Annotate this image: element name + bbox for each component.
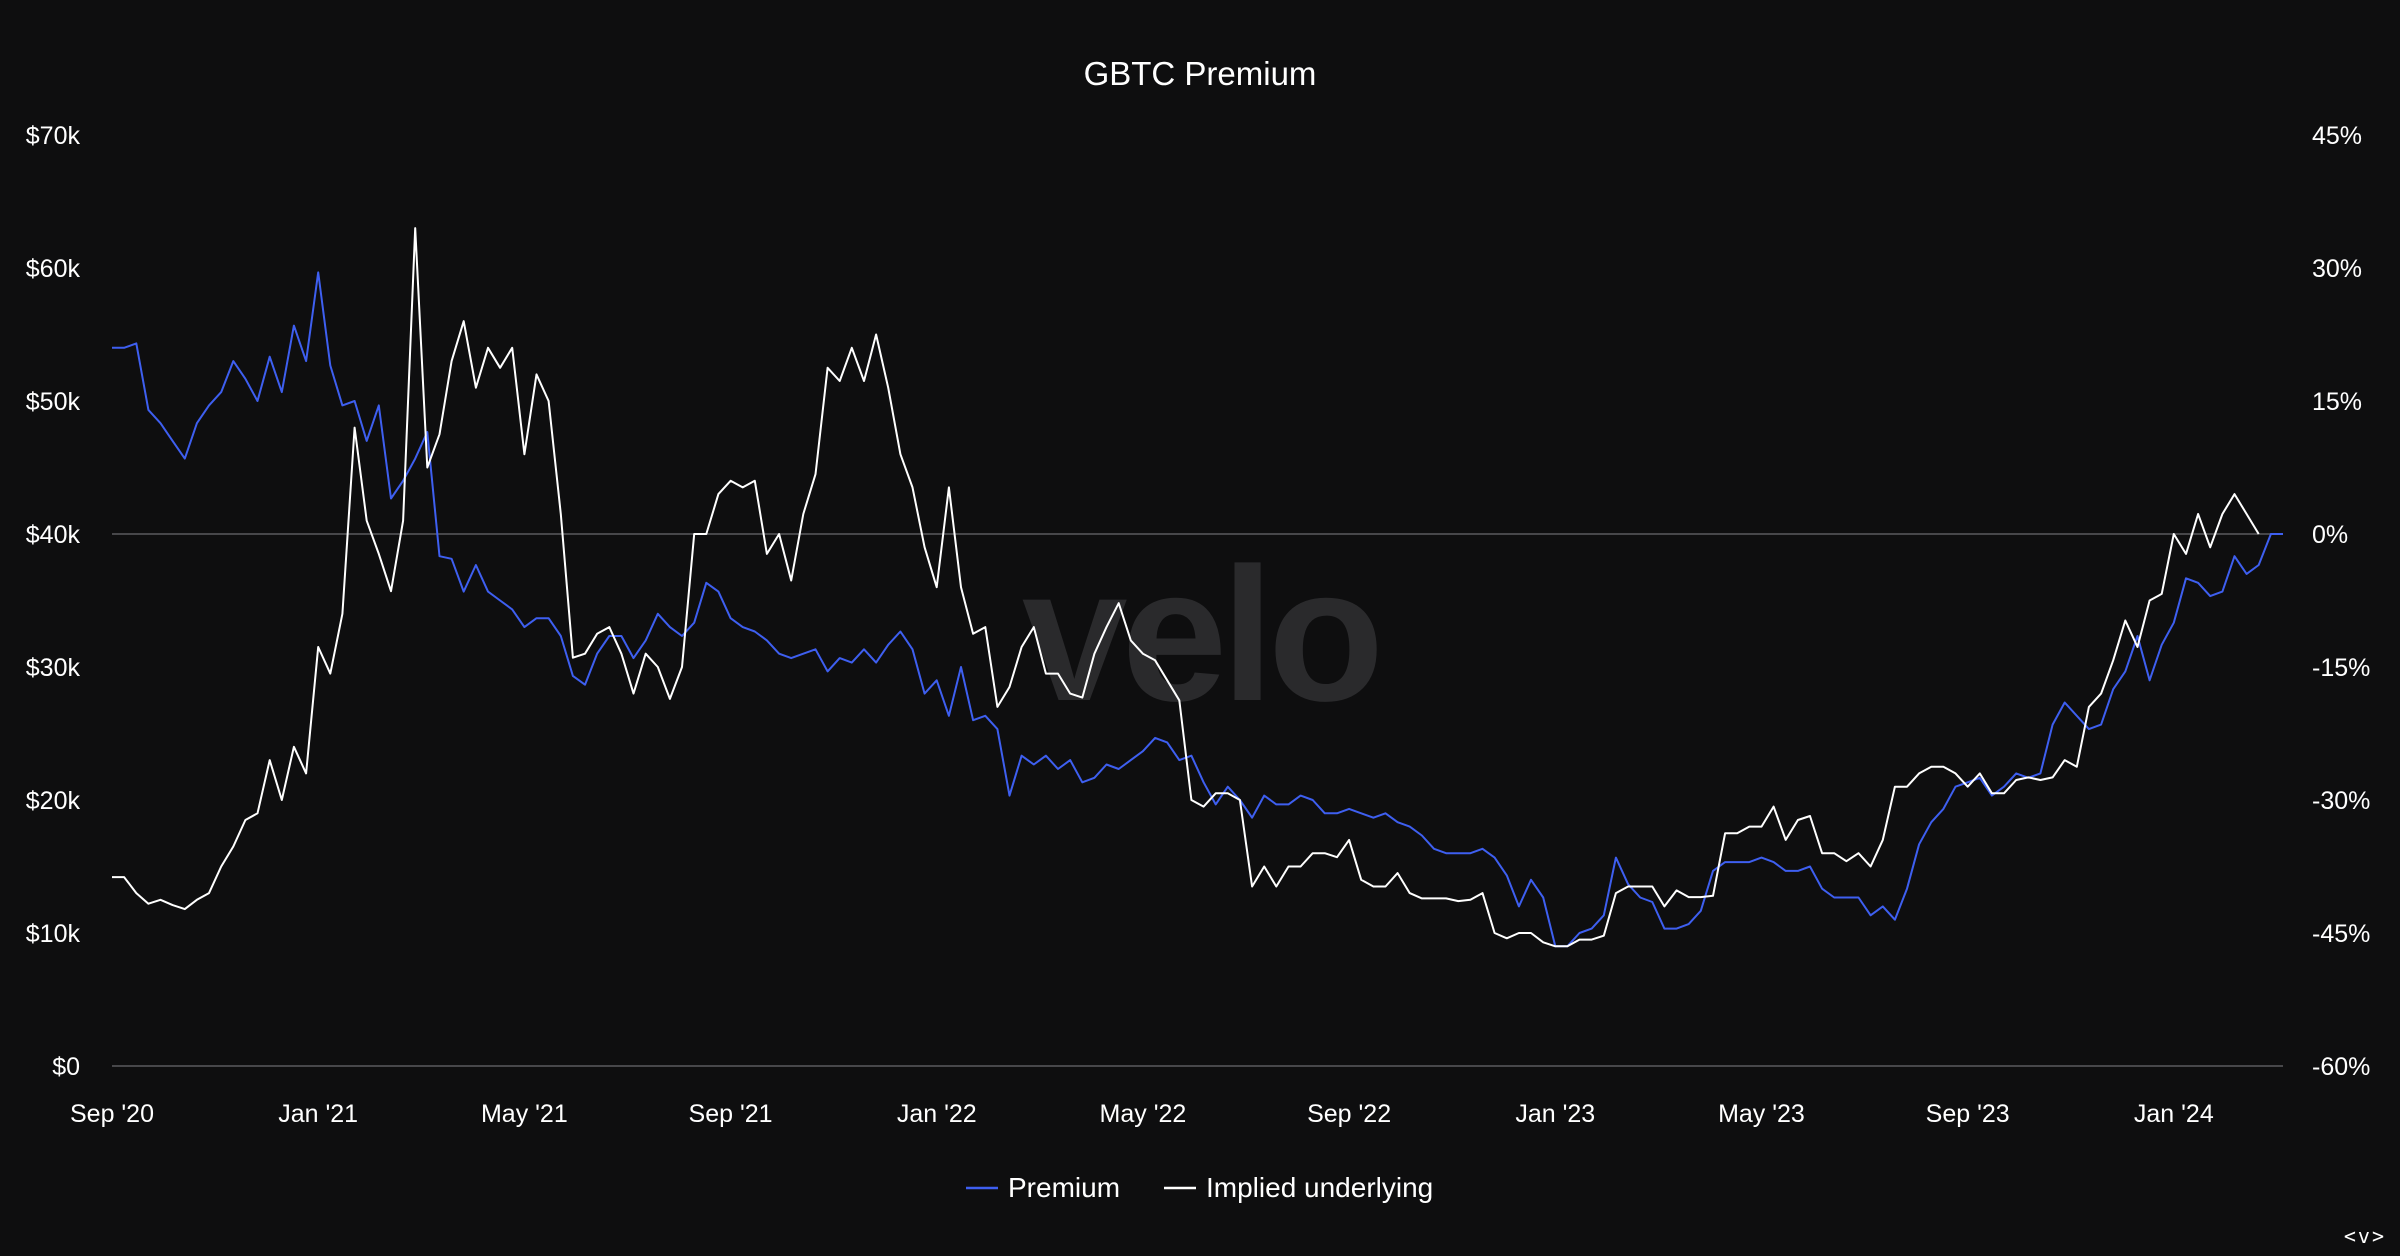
left-axis-tick-label: $20k: [26, 787, 81, 815]
left-axis-tick-label: $10k: [26, 920, 81, 948]
x-axis-tick-label: Sep '20: [70, 1100, 154, 1128]
right-axis-tick-label: -15%: [2312, 654, 2370, 682]
x-axis-tick-label: Jan '23: [1515, 1100, 1595, 1128]
right-axis-tick-label: 45%: [2312, 122, 2362, 150]
right-axis-ticks: -60% -45% -30% -15% 0% 15% 30% 45%: [2312, 122, 2370, 1081]
right-axis-tick-label: 30%: [2312, 255, 2362, 283]
watermark: velo: [1022, 529, 1378, 741]
left-axis-tick-label: $0: [52, 1053, 80, 1081]
left-axis-tick-label: $40k: [26, 521, 81, 549]
implied-underlying-series-line: [112, 227, 2260, 948]
left-axis-ticks: $0 $10k $20k $30k $40k $50k $60k $70k: [26, 122, 81, 1081]
chart-title: GBTC Premium: [1084, 55, 1317, 92]
left-axis-tick-label: $70k: [26, 122, 81, 150]
premium-series-line: [112, 271, 2283, 948]
right-axis-tick-label: -60%: [2312, 1053, 2370, 1081]
legend-premium-label[interactable]: Premium: [1008, 1172, 1120, 1203]
right-axis-tick-label: 15%: [2312, 388, 2362, 416]
left-axis-tick-label: $60k: [26, 255, 81, 283]
x-axis-tick-label: Sep '21: [689, 1100, 773, 1128]
x-axis-tick-label: Jan '22: [897, 1100, 977, 1128]
x-axis-ticks: Sep '20 Jan '21 May '21 Sep '21 Jan '22 May '…: [70, 1100, 2214, 1128]
x-axis-tick-label: May '22: [1100, 1100, 1187, 1128]
legend-implied-underlying-label[interactable]: Implied underlying: [1206, 1172, 1433, 1203]
x-axis-tick-label: Jan '24: [2134, 1100, 2214, 1128]
x-axis-tick-label: Sep '23: [1926, 1100, 2010, 1128]
x-axis-tick-label: May '23: [1718, 1100, 1805, 1128]
right-axis-tick-label: -30%: [2312, 787, 2370, 815]
right-axis-tick-label: -45%: [2312, 920, 2370, 948]
right-axis-tick-label: 0%: [2312, 521, 2348, 549]
navigation-arrows-icon[interactable]: <v>: [2343, 1224, 2386, 1248]
left-axis-tick-label: $30k: [26, 654, 81, 682]
x-axis-tick-label: May '21: [481, 1100, 568, 1128]
legend[interactable]: Premium Implied underlying: [966, 1172, 1433, 1203]
x-axis-tick-label: Sep '22: [1307, 1100, 1391, 1128]
left-axis-tick-label: $50k: [26, 388, 81, 416]
x-axis-tick-label: Jan '21: [278, 1100, 358, 1128]
